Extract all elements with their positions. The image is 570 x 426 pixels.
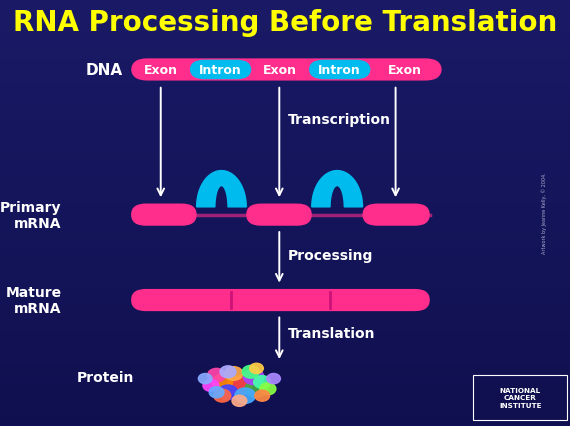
Bar bbox=[0, 392, 570, 400]
Circle shape bbox=[232, 395, 247, 406]
Bar bbox=[0, 222, 570, 230]
Bar bbox=[0, 111, 570, 119]
Text: Exon: Exon bbox=[263, 64, 297, 77]
Bar bbox=[0, 43, 570, 51]
Text: NATIONAL
CANCER
INSTITUTE: NATIONAL CANCER INSTITUTE bbox=[499, 387, 542, 408]
FancyBboxPatch shape bbox=[190, 60, 251, 80]
Text: RNA Processing Before Translation: RNA Processing Before Translation bbox=[13, 9, 557, 37]
Bar bbox=[0, 162, 570, 170]
Text: DNA: DNA bbox=[86, 63, 123, 78]
Bar bbox=[0, 281, 570, 290]
Polygon shape bbox=[312, 171, 363, 207]
Circle shape bbox=[242, 366, 259, 378]
Circle shape bbox=[267, 374, 280, 384]
Bar bbox=[0, 196, 570, 204]
Bar bbox=[0, 290, 570, 298]
Bar bbox=[0, 179, 570, 187]
Bar bbox=[0, 60, 570, 68]
Text: Artwork by Jeanne Kelly, © 2004.: Artwork by Jeanne Kelly, © 2004. bbox=[542, 172, 547, 254]
Text: Mature
mRNA: Mature mRNA bbox=[6, 285, 62, 315]
Bar bbox=[0, 34, 570, 43]
Text: Transcription: Transcription bbox=[288, 112, 391, 126]
Bar bbox=[0, 341, 570, 349]
Bar bbox=[0, 68, 570, 77]
Circle shape bbox=[218, 385, 238, 400]
Circle shape bbox=[255, 390, 270, 401]
Text: Protein: Protein bbox=[76, 370, 134, 384]
Bar bbox=[0, 51, 570, 60]
Text: Intron: Intron bbox=[319, 64, 361, 77]
FancyBboxPatch shape bbox=[131, 289, 430, 311]
FancyBboxPatch shape bbox=[131, 59, 442, 81]
Bar bbox=[0, 0, 570, 9]
Bar bbox=[0, 247, 570, 256]
Bar bbox=[0, 417, 570, 426]
Bar bbox=[0, 102, 570, 111]
Bar bbox=[0, 26, 570, 34]
Bar bbox=[0, 383, 570, 392]
Circle shape bbox=[198, 374, 212, 384]
Bar bbox=[0, 239, 570, 247]
Bar bbox=[0, 315, 570, 324]
Circle shape bbox=[243, 369, 264, 385]
Text: Primary
mRNA: Primary mRNA bbox=[0, 200, 62, 230]
Bar bbox=[0, 213, 570, 222]
Circle shape bbox=[207, 368, 226, 382]
Bar bbox=[0, 230, 570, 239]
Circle shape bbox=[225, 367, 243, 380]
FancyBboxPatch shape bbox=[309, 60, 370, 80]
Bar bbox=[0, 85, 570, 94]
Bar bbox=[0, 400, 570, 409]
Bar bbox=[0, 9, 570, 17]
FancyBboxPatch shape bbox=[372, 60, 438, 80]
Bar bbox=[0, 273, 570, 281]
Polygon shape bbox=[197, 171, 246, 207]
Bar bbox=[0, 264, 570, 273]
Bar bbox=[0, 307, 570, 315]
Circle shape bbox=[235, 388, 255, 403]
FancyBboxPatch shape bbox=[131, 204, 197, 226]
Text: Exon: Exon bbox=[144, 64, 178, 77]
Bar bbox=[0, 332, 570, 341]
Bar bbox=[0, 204, 570, 213]
Circle shape bbox=[203, 380, 219, 391]
Bar bbox=[0, 256, 570, 264]
Circle shape bbox=[254, 376, 271, 389]
Bar bbox=[0, 17, 570, 26]
Circle shape bbox=[227, 376, 252, 395]
Bar bbox=[0, 298, 570, 307]
Text: Exon: Exon bbox=[388, 64, 422, 77]
Bar bbox=[0, 366, 570, 375]
Circle shape bbox=[250, 363, 263, 374]
Circle shape bbox=[214, 389, 231, 402]
Text: Intron: Intron bbox=[200, 64, 242, 77]
Circle shape bbox=[212, 374, 233, 390]
Bar bbox=[0, 94, 570, 102]
Bar bbox=[0, 324, 570, 332]
FancyBboxPatch shape bbox=[134, 60, 188, 80]
Bar bbox=[0, 119, 570, 128]
FancyBboxPatch shape bbox=[363, 204, 430, 226]
Bar bbox=[0, 77, 570, 85]
Bar bbox=[0, 409, 570, 417]
Bar bbox=[0, 136, 570, 145]
Circle shape bbox=[220, 366, 236, 378]
Bar bbox=[0, 145, 570, 153]
Circle shape bbox=[209, 387, 224, 398]
Circle shape bbox=[245, 380, 268, 397]
FancyBboxPatch shape bbox=[253, 60, 307, 80]
FancyBboxPatch shape bbox=[246, 204, 312, 226]
Text: Processing: Processing bbox=[288, 249, 373, 262]
Bar bbox=[0, 349, 570, 358]
Bar bbox=[0, 358, 570, 366]
Bar bbox=[0, 170, 570, 179]
Circle shape bbox=[260, 383, 276, 395]
Bar bbox=[0, 375, 570, 383]
Bar bbox=[0, 128, 570, 136]
Bar bbox=[0, 153, 570, 162]
Bar bbox=[0, 187, 570, 196]
Text: Translation: Translation bbox=[288, 326, 376, 340]
